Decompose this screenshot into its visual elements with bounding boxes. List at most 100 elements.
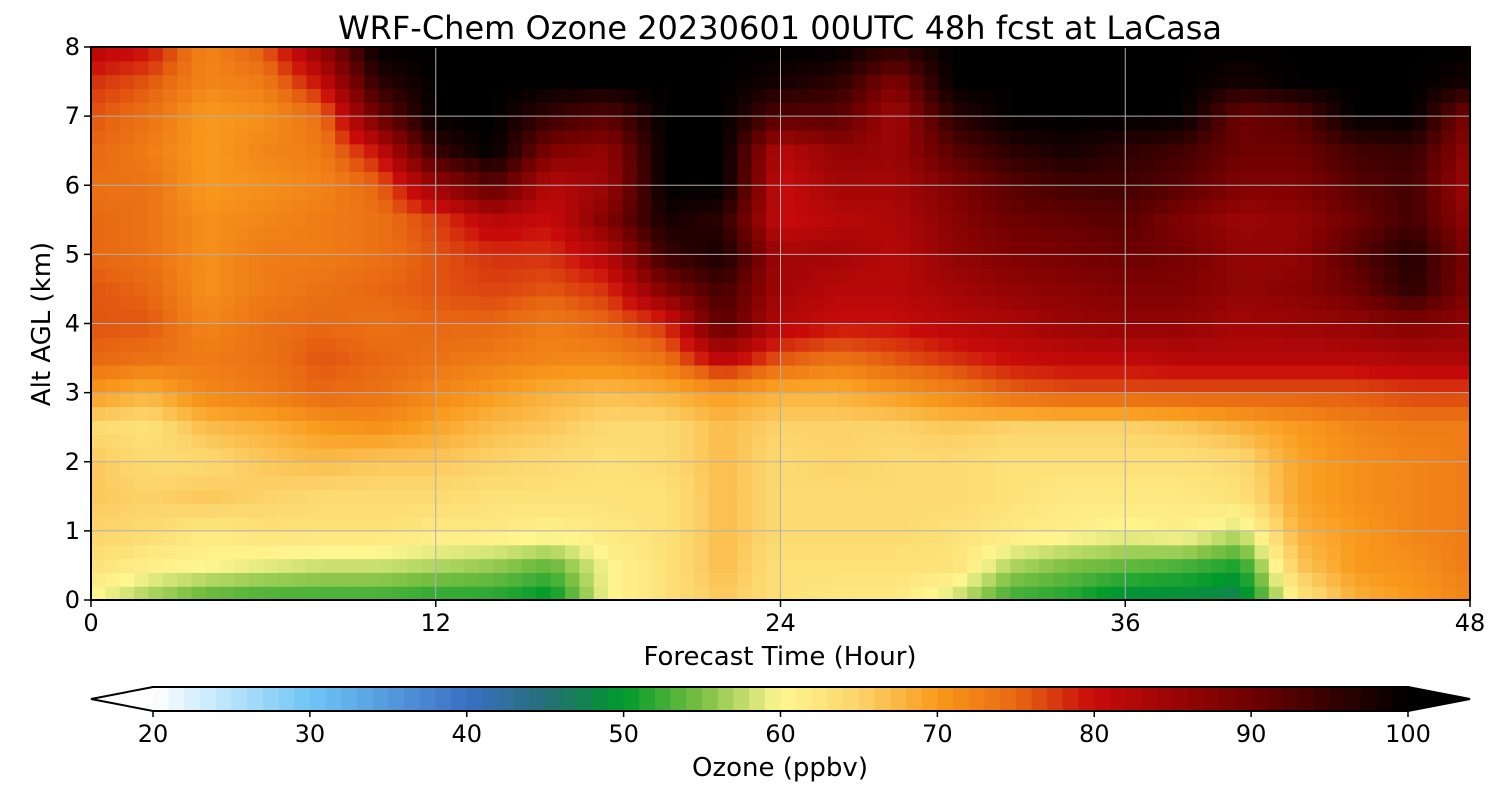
field-cell — [938, 295, 954, 311]
field-cell — [536, 60, 552, 76]
field-cell — [320, 282, 336, 297]
field-cell — [134, 102, 150, 117]
field-cell — [723, 351, 738, 366]
field-cell — [981, 364, 997, 380]
field-cell — [622, 102, 638, 117]
field-cell — [119, 337, 135, 352]
x-axis-label: Forecast Time (Hour) — [643, 642, 916, 672]
field-cell — [205, 254, 221, 269]
field-cell — [665, 60, 681, 76]
field-cell — [1067, 60, 1083, 76]
field-cell — [1455, 60, 1471, 76]
field-cell — [751, 489, 767, 504]
field-cell — [1110, 544, 1126, 560]
field-cell — [1125, 530, 1141, 546]
field-cell — [162, 199, 178, 214]
field-cell — [435, 171, 451, 186]
field-cell — [320, 185, 336, 200]
field-cell — [1398, 157, 1414, 173]
field-cell — [608, 503, 624, 518]
field-cell — [1311, 295, 1327, 311]
field-cell — [794, 116, 810, 131]
field-cell — [895, 475, 911, 490]
field-cell — [306, 586, 322, 601]
field-cell — [1039, 268, 1055, 283]
field-cell — [220, 447, 236, 463]
field-cell — [1168, 199, 1184, 214]
field-cell — [249, 60, 264, 76]
field-cell — [1441, 489, 1457, 504]
field-cell — [263, 309, 279, 325]
field-cell — [1311, 309, 1327, 325]
field-cell — [708, 185, 724, 200]
field-cell — [1283, 185, 1299, 200]
field-cell — [320, 74, 336, 90]
field-cell — [478, 530, 494, 546]
field-cell — [1355, 558, 1371, 573]
field-cell — [708, 337, 724, 352]
field-cell — [450, 447, 466, 463]
field-cell — [521, 282, 537, 297]
field-cell — [234, 254, 250, 269]
field-cell — [1110, 102, 1126, 117]
field-cell — [536, 572, 552, 587]
field-cell — [952, 364, 968, 380]
field-cell — [249, 544, 264, 560]
field-cell — [1297, 282, 1313, 297]
field-cell — [1053, 212, 1069, 228]
field-cell — [608, 129, 624, 145]
field-cell — [493, 212, 509, 228]
field-cell — [794, 351, 810, 366]
field-cell — [565, 530, 580, 546]
field-cell — [1326, 503, 1342, 518]
field-cell — [737, 586, 753, 601]
field-cell — [536, 517, 552, 532]
field-cell — [234, 351, 250, 366]
field-cell — [737, 489, 753, 504]
field-cell — [1340, 406, 1356, 421]
field-cell — [1139, 586, 1155, 601]
field-cell — [924, 337, 940, 352]
field-cell — [622, 295, 638, 311]
field-cell — [435, 461, 451, 477]
field-cell — [866, 199, 882, 214]
field-cell — [263, 88, 279, 103]
field-cell — [1311, 60, 1327, 76]
field-cell — [536, 74, 552, 90]
field-cell — [335, 88, 351, 103]
field-cell — [1283, 116, 1299, 131]
field-cell — [1383, 88, 1399, 103]
field-cell — [249, 586, 264, 601]
field-cell — [162, 295, 178, 311]
field-cell — [794, 129, 810, 145]
field-cell — [952, 212, 968, 228]
field-cell — [220, 129, 236, 145]
field-cell — [708, 157, 724, 173]
field-cell — [622, 309, 638, 325]
field-cell — [593, 47, 609, 62]
field-cell — [622, 226, 638, 242]
field-cell — [794, 503, 810, 518]
field-cell — [392, 461, 408, 477]
field-cell — [1355, 295, 1371, 311]
field-cell — [1240, 351, 1256, 366]
field-cell — [1082, 199, 1098, 214]
field-cell — [1355, 503, 1371, 518]
field-cell — [421, 503, 437, 518]
field-cell — [292, 447, 308, 463]
field-cell — [521, 461, 537, 477]
field-cell — [751, 88, 767, 103]
field-cell — [263, 351, 279, 366]
field-cell — [1096, 475, 1112, 490]
colorbar-segment — [1360, 687, 1378, 711]
field-cell — [435, 88, 451, 103]
field-cell — [1369, 558, 1385, 573]
field-cell — [349, 586, 365, 601]
field-cell — [708, 143, 724, 159]
field-cell — [1039, 226, 1055, 242]
field-cell — [924, 226, 940, 242]
field-cell — [550, 171, 566, 186]
field-cell — [277, 185, 293, 200]
field-cell — [651, 309, 667, 325]
field-cell — [1455, 337, 1471, 352]
